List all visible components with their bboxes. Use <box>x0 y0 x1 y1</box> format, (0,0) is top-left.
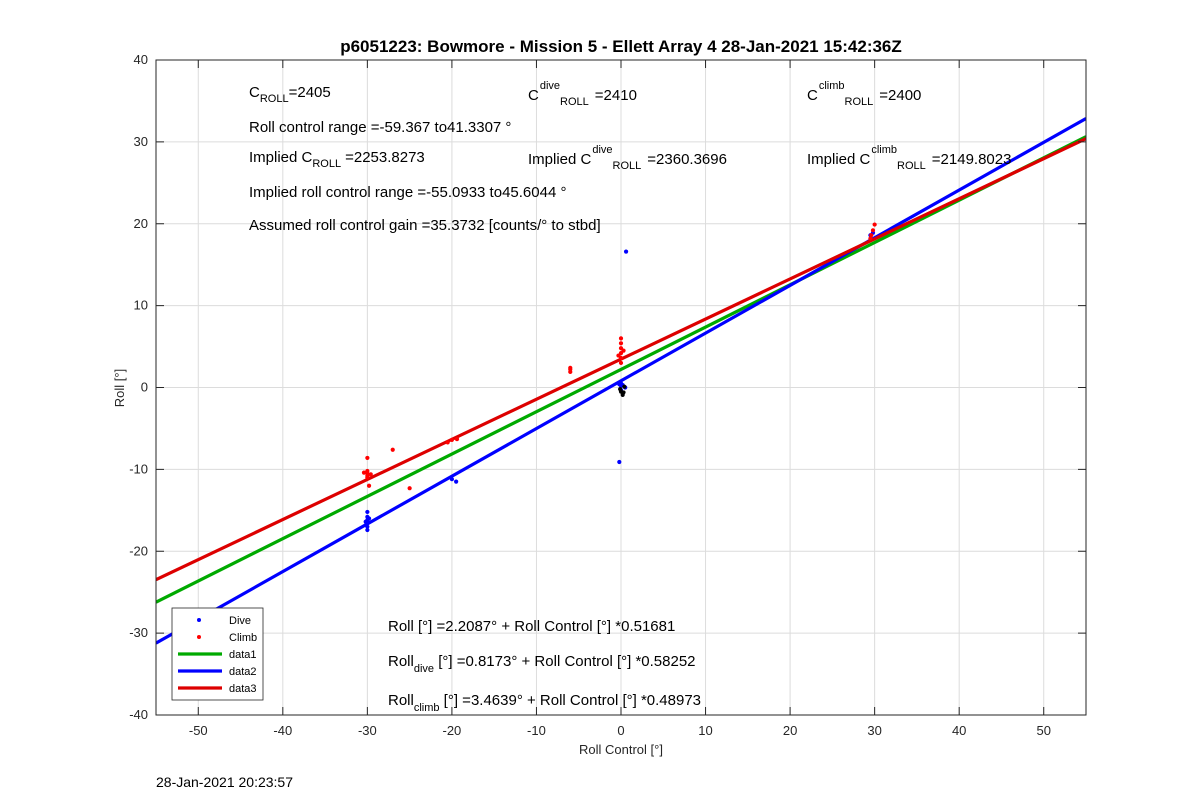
point-climb <box>365 475 370 480</box>
x-tick-label: -30 <box>358 723 377 738</box>
implied-c-roll-climb: Implied CclimbROLL =2149.8023 <box>807 144 1011 172</box>
x-axis-label: Roll Control [°] <box>579 742 663 757</box>
y-tick-label: -30 <box>129 625 148 640</box>
point-climb <box>366 483 372 488</box>
x-tick-label: 50 <box>1036 723 1050 738</box>
y-tick-label: 30 <box>134 134 148 149</box>
fit-line-data1 <box>156 135 1086 604</box>
c-roll-climb-annotation: CclimbROLL =2400 <box>807 80 921 108</box>
point-climb <box>361 470 367 475</box>
point-dive <box>449 477 455 482</box>
point-dive <box>366 516 372 521</box>
point-climb <box>618 360 624 366</box>
x-tick-label: -50 <box>189 723 208 738</box>
point-dive <box>454 479 459 484</box>
x-tick-label: 30 <box>867 723 881 738</box>
implied-c-roll: Implied CROLL =2253.8273 <box>249 149 425 170</box>
y-tick-label: -10 <box>129 461 148 476</box>
legend-label: data2 <box>229 666 257 678</box>
legend-label: Dive <box>229 615 251 627</box>
point-climb <box>616 353 621 358</box>
fit-equation-climb: Rollclimb [°] =3.4639° + Roll Control [°… <box>388 692 701 714</box>
point-climb <box>618 341 624 346</box>
x-tick-label: -10 <box>527 723 546 738</box>
y-tick-label: 0 <box>141 380 148 395</box>
implied-roll-control-range: Implied roll control range =-55.0933 to4… <box>249 184 566 201</box>
legend-label: data3 <box>229 683 257 695</box>
fit-equation-dive: Rolldive [°] =0.8173° + Roll Control [°]… <box>388 653 696 675</box>
y-tick-label: -20 <box>129 543 148 558</box>
implied-c-roll-dive: Implied CdiveROLL =2360.3696 <box>528 144 727 172</box>
point-fit-points <box>622 384 627 389</box>
point-climb <box>407 486 412 491</box>
point-dive <box>363 519 368 524</box>
point-climb <box>368 472 373 477</box>
point-dive <box>365 524 370 529</box>
point-dive <box>617 459 622 465</box>
y-tick-label: -40 <box>129 707 148 722</box>
legend-marker <box>197 635 201 639</box>
point-climb <box>618 336 624 341</box>
x-tick-label: 20 <box>783 723 797 738</box>
legend: Dive Climb data1 data2 data3 <box>171 607 264 701</box>
y-tick-label: 40 <box>134 52 148 67</box>
point-climb <box>365 455 370 461</box>
legend-label: Climb <box>229 632 257 644</box>
legend-label: data1 <box>229 649 257 661</box>
chart-title: p6051223: Bowmore - Mission 5 - Ellett A… <box>340 37 902 56</box>
c-roll-annotation: CROLL=2405 <box>249 84 331 105</box>
point-climb <box>870 228 876 233</box>
point-climb <box>869 233 874 238</box>
fit-equation-all: Roll [°] =2.2087° + Roll Control [°] *0.… <box>388 618 675 635</box>
legend-marker <box>197 618 201 622</box>
point-dive <box>365 509 370 515</box>
point-climb <box>568 365 573 370</box>
point-dive <box>623 249 629 254</box>
point-dive <box>365 527 370 533</box>
y-tick-label: 20 <box>134 216 148 231</box>
axis-ticks: -50 -40 -30 -20 -10 0 10 20 30 40 50 -40 -30 -20 -10 0 1… <box>129 52 1086 738</box>
x-tick-label: 40 <box>952 723 966 738</box>
point-climb <box>621 348 626 353</box>
assumed-roll-control-gain: Assumed roll control gain =35.3732 [coun… <box>249 217 601 234</box>
y-axis-label: Roll [°] <box>112 369 127 407</box>
x-tick-label: 10 <box>698 723 712 738</box>
fit-line-data2 <box>156 117 1086 645</box>
roll-control-range: Roll control range =-59.367 to41.3307 ° <box>249 119 511 136</box>
c-roll-dive-annotation: CdiveROLL =2410 <box>528 80 637 108</box>
point-climb <box>868 236 873 241</box>
point-climb <box>454 436 460 442</box>
point-climb <box>445 440 450 445</box>
y-tick-label: 10 <box>134 298 148 313</box>
timestamp: 28-Jan-2021 20:23:57 <box>156 774 293 790</box>
point-climb <box>872 222 877 227</box>
x-tick-label: -20 <box>443 723 462 738</box>
point-fit-points <box>621 390 626 395</box>
point-dive <box>617 382 622 387</box>
x-tick-label: 0 <box>617 723 624 738</box>
point-climb <box>390 447 395 452</box>
point-climb <box>449 437 455 442</box>
x-tick-label: -40 <box>273 723 292 738</box>
legend-items: Dive Climb data1 data2 data3 <box>178 615 257 695</box>
point-fit-points <box>618 387 623 392</box>
